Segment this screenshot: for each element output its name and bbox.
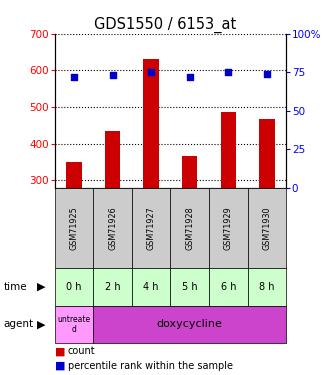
Point (149, 69, 154, 75)
Text: untreate
d: untreate d (57, 315, 90, 334)
Text: 6 h: 6 h (221, 282, 236, 292)
Text: 4 h: 4 h (143, 282, 159, 292)
Text: agent: agent (3, 320, 33, 329)
Text: 8 h: 8 h (259, 282, 275, 292)
Text: GDS1550 / 6153_at: GDS1550 / 6153_at (94, 17, 237, 33)
Text: GSM71929: GSM71929 (224, 206, 233, 250)
Point (110, 72, 115, 78)
Point (226, 69, 231, 75)
Text: 5 h: 5 h (182, 282, 198, 292)
Text: count: count (68, 346, 95, 356)
Point (264, 71, 270, 77)
Bar (66, 162, 82, 188)
Text: GSM71926: GSM71926 (108, 206, 117, 250)
Text: percentile rank within the sample: percentile rank within the sample (68, 361, 233, 370)
Text: GSM71925: GSM71925 (70, 206, 78, 250)
Text: GSM71927: GSM71927 (147, 206, 156, 250)
Bar (143, 59, 159, 188)
Text: 0 h: 0 h (66, 282, 82, 292)
Text: 2 h: 2 h (105, 282, 120, 292)
Text: time: time (3, 282, 27, 292)
Point (71, 74, 76, 80)
Text: ■: ■ (55, 346, 65, 356)
Text: ▶: ▶ (37, 320, 46, 329)
Text: GSM71928: GSM71928 (185, 206, 194, 250)
Text: GSM71930: GSM71930 (262, 206, 271, 250)
Bar (182, 156, 198, 188)
Point (187, 74, 192, 80)
Bar (259, 118, 275, 188)
Text: ▶: ▶ (37, 282, 46, 292)
Text: doxycycline: doxycycline (157, 320, 223, 329)
Bar (221, 112, 236, 188)
Bar (105, 131, 120, 188)
Text: ■: ■ (55, 361, 65, 370)
